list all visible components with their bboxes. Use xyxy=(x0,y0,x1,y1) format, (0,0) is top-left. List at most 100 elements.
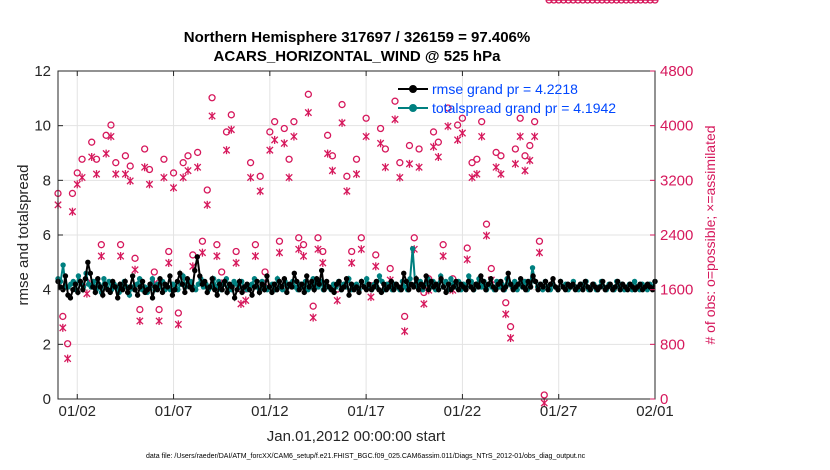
obs-assimilated-point xyxy=(463,255,471,264)
rmse-point xyxy=(600,278,606,285)
x-tick-label: 01/22 xyxy=(444,403,482,420)
rmse-point xyxy=(555,286,561,293)
rmse-point xyxy=(85,259,91,266)
obs-assimilated-point xyxy=(136,317,144,325)
obs-possible-point xyxy=(376,124,385,133)
obs-possible-point xyxy=(251,241,260,249)
obs-possible-point xyxy=(314,234,322,242)
rmse-point xyxy=(425,286,432,293)
rmse-point xyxy=(465,278,472,285)
rmse-point xyxy=(296,286,302,293)
rmse-point xyxy=(202,278,208,285)
obs-assimilated-point xyxy=(184,166,192,175)
rmse-point xyxy=(321,286,327,293)
obs-possible-point xyxy=(608,0,616,4)
obs-assimilated-point xyxy=(309,313,317,322)
obs-assimilated-point xyxy=(169,183,178,192)
rmse-point xyxy=(413,276,419,282)
obs-possible-point xyxy=(73,169,81,177)
rmse-point xyxy=(570,281,576,287)
rmse-point xyxy=(239,289,245,296)
rmse-point xyxy=(102,281,108,287)
obs-assimilated-point xyxy=(492,163,500,172)
rmse-point xyxy=(254,278,260,285)
rmse-point xyxy=(398,286,404,293)
obs-possible-point xyxy=(429,128,438,136)
rmse-point xyxy=(562,286,569,293)
obs-assimilated-point xyxy=(506,334,515,343)
rmse-point xyxy=(274,286,280,293)
rmse-point xyxy=(266,284,273,290)
rmse-point xyxy=(137,284,143,290)
rmse-point xyxy=(530,273,536,279)
obs-possible-point xyxy=(492,148,500,157)
rmse-point xyxy=(535,286,541,293)
obs-possible-point xyxy=(372,251,380,259)
obs-possible-point xyxy=(174,309,183,317)
rmse-point xyxy=(547,281,554,287)
obs-possible-point xyxy=(275,237,284,245)
obs-assimilated-point xyxy=(478,132,486,141)
obs-possible-point xyxy=(121,152,130,160)
obs-assimilated-point xyxy=(319,258,327,267)
obs-assimilated-point xyxy=(112,170,120,179)
rmse-point xyxy=(97,284,103,290)
obs-possible-point xyxy=(632,0,640,4)
rmse-point xyxy=(209,276,215,282)
rmse-point xyxy=(373,278,380,285)
obs-assimilated-point xyxy=(208,112,216,120)
rmse-point xyxy=(276,278,283,285)
rmse-point xyxy=(197,273,203,279)
rmse-point xyxy=(336,278,342,285)
rmse-point xyxy=(438,276,444,282)
obs-assimilated-point xyxy=(160,173,168,182)
rmse-point xyxy=(164,284,171,290)
obs-possible-point xyxy=(593,0,601,4)
legend-rmse-label: rmse grand pr = 4.2218 xyxy=(432,81,578,97)
rmse-point xyxy=(279,284,285,290)
obs-possible-point xyxy=(482,220,491,228)
obs-possible-point xyxy=(88,138,96,146)
obs-possible-point xyxy=(511,145,520,153)
rmse-point xyxy=(119,286,126,293)
rmse-point xyxy=(259,281,265,287)
totalspread-point xyxy=(448,276,454,282)
obs-possible-point xyxy=(280,124,288,133)
x-tick-label: 01/27 xyxy=(540,403,578,420)
rmse-point xyxy=(264,273,270,279)
obs-possible-point xyxy=(126,162,134,170)
obs-assimilated-point xyxy=(179,173,187,182)
rmse-point xyxy=(542,278,549,285)
rmse-point xyxy=(204,289,210,296)
rmse-point xyxy=(614,278,621,285)
rmse-point xyxy=(92,289,99,296)
rmse-point xyxy=(316,281,322,287)
rmse-point xyxy=(127,284,133,290)
rmse-point xyxy=(269,289,275,296)
obs-possible-point xyxy=(116,241,125,249)
obs-possible-point xyxy=(545,0,553,4)
obs-assimilated-point xyxy=(116,252,125,261)
rmse-point xyxy=(455,286,462,293)
chart-title-line-2: ACARS_HORIZONTAL_WIND @ 525 hPa xyxy=(214,48,502,65)
obs-assimilated-point xyxy=(415,163,423,172)
rmse-point xyxy=(122,278,128,285)
obs-assimilated-point xyxy=(468,173,476,182)
rmse-point xyxy=(246,286,253,293)
rmse-point xyxy=(251,284,258,290)
rmse-point xyxy=(435,286,442,293)
rmse-point xyxy=(147,281,153,287)
obs-assimilated-point xyxy=(155,317,163,325)
obs-possible-point xyxy=(338,100,346,109)
rmse-point xyxy=(381,281,387,287)
rmse-point xyxy=(256,289,263,296)
obs-assimilated-point xyxy=(251,252,260,261)
obs-assimilated-point xyxy=(439,252,447,261)
rmse-point xyxy=(580,286,586,293)
rmse-point xyxy=(423,273,429,279)
obs-possible-point xyxy=(651,0,659,4)
obs-possible-point xyxy=(453,121,462,129)
obs-assimilated-point xyxy=(381,163,390,172)
rmse-point xyxy=(517,276,524,282)
obs-assimilated-point xyxy=(352,170,361,179)
